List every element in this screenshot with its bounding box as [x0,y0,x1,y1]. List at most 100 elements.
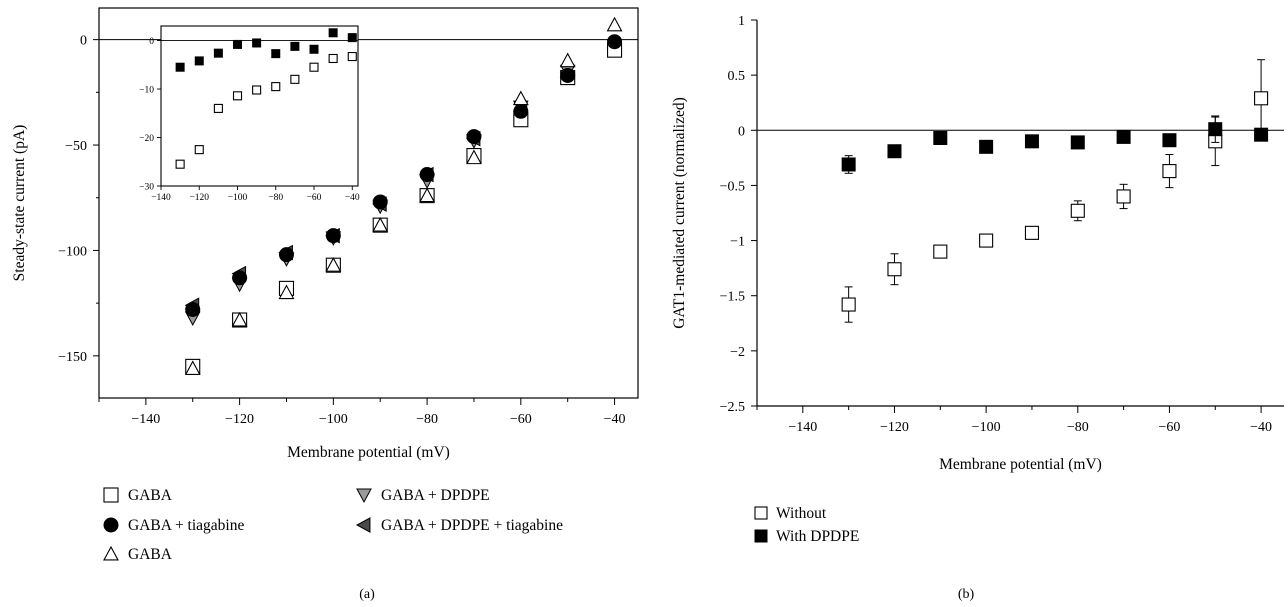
data-point [979,139,994,154]
data-point [1254,91,1269,106]
data-point [1116,189,1131,204]
legend-marker [103,487,119,503]
legend-label: GABA + DPDPE [381,487,490,504]
data-point [513,103,529,119]
legend-label: Without [776,505,827,522]
y-tick-label: −2.5 [720,400,745,415]
series-0 [841,59,1269,323]
data-point [560,67,576,83]
inset-data-point [232,91,243,101]
y-axis-label: Steady-state current (pA) [11,125,28,282]
inset-x-tick-label: −80 [268,193,283,203]
y-axis-label: GAT1-mediated current (normalized) [671,97,688,329]
data-point [325,228,341,244]
inset-x-tick-label: −120 [189,193,209,203]
y-tick-label: 0 [80,34,87,49]
data-point [607,34,623,50]
data-point [841,157,856,172]
inset-data-point [213,103,223,113]
legend-label: With DPDPE [776,528,859,545]
legend-marker [356,488,372,504]
y-tick-label: −1 [730,235,745,250]
data-point [887,262,902,277]
inset-series-0 [175,28,357,72]
data-point [887,144,902,159]
inset-data-point [347,51,357,62]
x-axis-label: Membrane potential (mV) [939,456,1102,473]
panel-a: −140 −120 −100 −80 −60 −40 0 −50 −100 −150 Membran… [11,7,639,602]
inset-data-point [347,33,357,43]
y-tick-label: −2 [730,345,745,360]
x-tick-label: −140 [131,412,160,427]
legend-a: GABA GABA + tiagabine GABA GABA + DPDPE GABA… [103,487,563,563]
inset-data-point [213,48,223,58]
x-axis-label: Membrane potential (mV) [287,444,450,461]
legend-label: GABA + DPDPE + tiagabine [381,517,563,534]
data-point [512,90,529,106]
series-1 [841,115,1269,174]
legend-b: Without With DPDPE [754,505,859,545]
data-point [278,284,295,300]
x-tick-label: −100 [319,412,348,427]
data-point [841,297,856,312]
inset-frame [160,25,359,187]
y-tick-label: −0.5 [720,179,745,194]
legend-marker [103,517,119,533]
inset-data-point [233,39,243,49]
inset-x-tick-label: −140 [151,193,171,203]
data-point [1024,134,1039,149]
x-tick-label: −60 [1158,420,1180,435]
inset-y-tick-label: −20 [139,134,154,144]
legend-label: GABA + tiagabine [128,517,244,534]
data-point [933,131,948,146]
y-tick-label: −1.5 [720,290,745,305]
data-point [1070,135,1085,150]
data-point [466,129,482,145]
x-tick-label: −100 [972,420,1001,435]
data-point [185,301,201,317]
data-point [419,187,436,203]
inset-data-point [271,49,281,59]
inset: −140 −120 −100 −80 −60 −40 0 −10 −20 −30 [139,25,360,203]
data-point [1162,164,1177,179]
inset-data-point [175,159,185,169]
inset-data-point [271,82,281,92]
data-point [979,233,994,248]
series-2 [184,16,623,375]
inset-data-point [252,38,262,48]
x-tick-label: −60 [510,412,532,427]
plot-frame [98,7,639,399]
inset-data-point [328,53,338,64]
inset-x-tick-label: −100 [228,193,248,203]
inset-data-point [194,56,204,66]
y-tick-label: 1 [738,14,745,29]
data-point [1024,225,1040,240]
y-tick-label: 0.5 [728,69,746,84]
inset-y-tick-label: 0 [149,37,154,47]
series-1 [185,34,623,317]
inset-data-point [309,62,319,72]
y-tick-label: 0 [738,124,745,139]
data-point [933,244,948,259]
inset-data-point [328,28,338,38]
legend-label: GABA [128,546,173,563]
legend-marker [754,529,768,543]
data-point [184,360,201,375]
data-point [278,247,294,263]
inset-data-point [309,44,319,54]
legend-marker [103,545,119,561]
y-tick-label: −100 [58,244,87,259]
inset-x-tick-label: −40 [345,193,360,203]
x-tick-label: −40 [1250,420,1272,435]
x-tick-label: −120 [225,412,254,427]
data-point [1162,133,1177,148]
data-point [1070,203,1085,218]
legend-marker [754,506,768,520]
panel-b: −140 −120 −100 −80 −60 −40 1 0.5 0 −0.5 −1 −1.5 −2 −2… [671,14,1284,602]
y-tick-label: −50 [65,139,87,154]
x-tick-label: −80 [416,412,438,427]
y-tick-label: −150 [58,350,87,365]
data-point [1254,127,1269,142]
data-point [232,270,248,286]
data-point [559,52,576,68]
